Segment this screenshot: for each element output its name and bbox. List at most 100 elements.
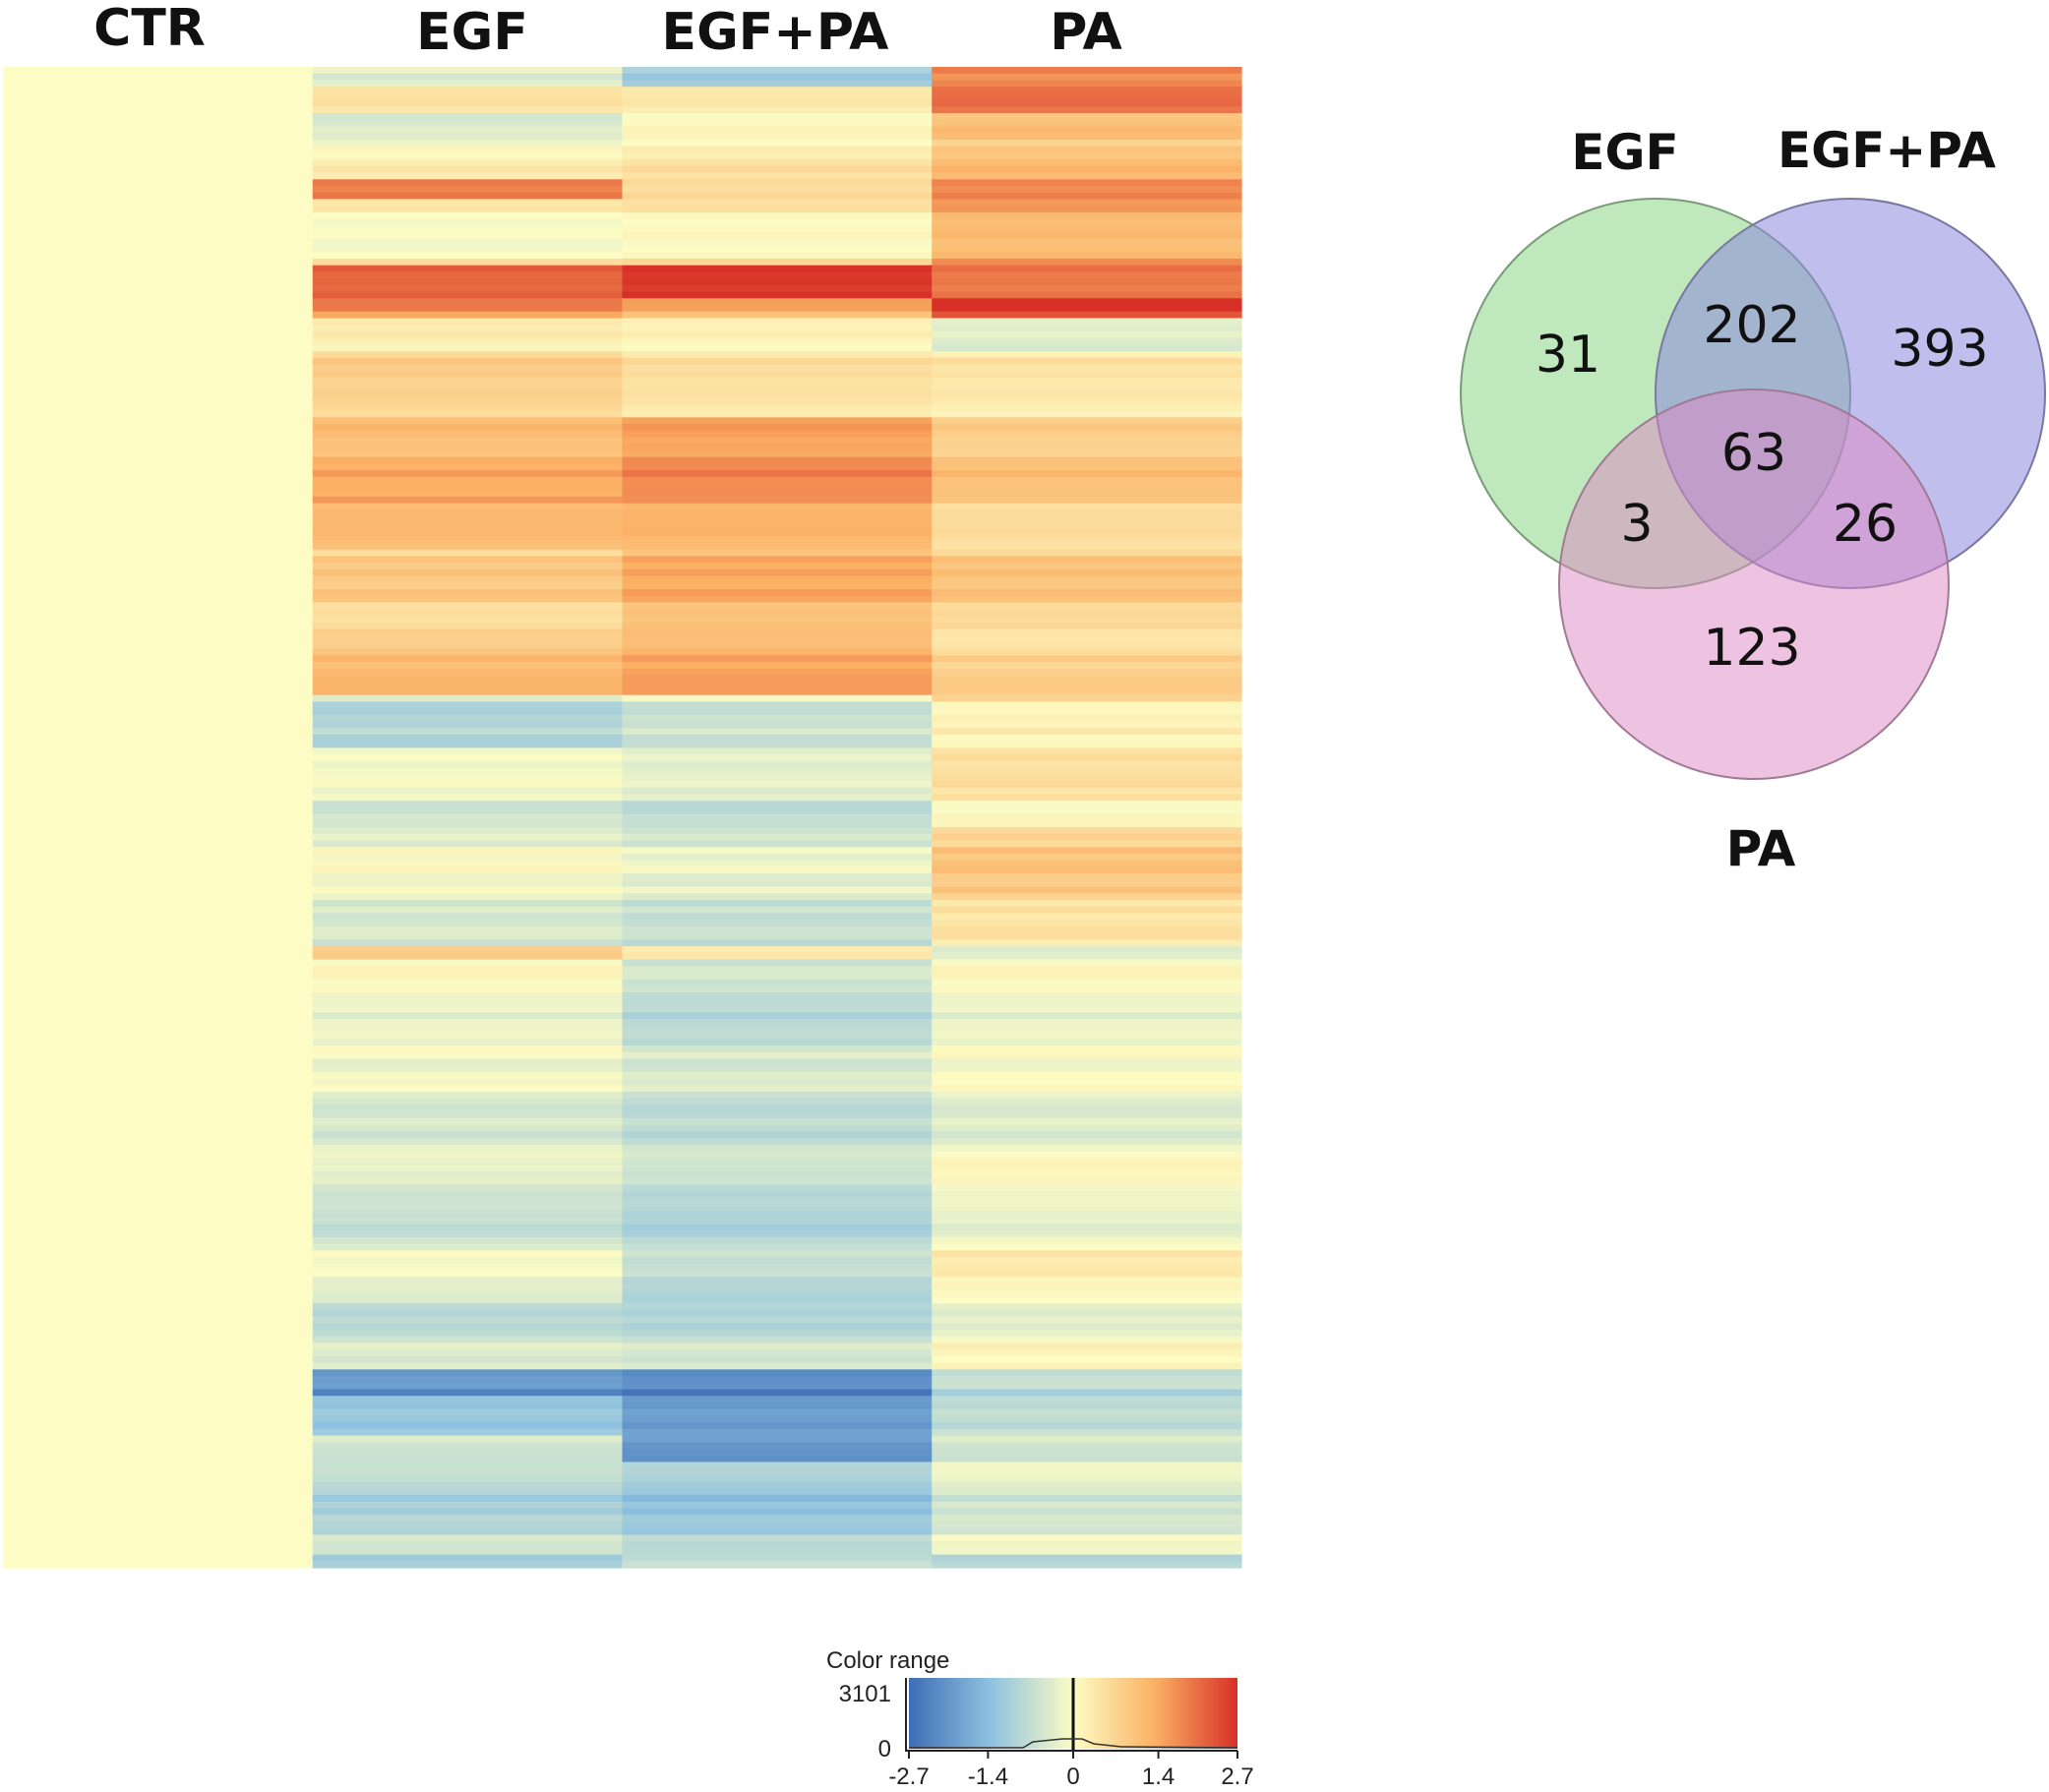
heatmap-cell	[3, 1415, 314, 1423]
heatmap-cell	[312, 694, 624, 702]
heatmap-cell	[932, 238, 1242, 247]
heatmap-cell	[622, 1501, 933, 1510]
heatmap-cell	[622, 1032, 933, 1040]
heatmap-cell	[312, 1396, 624, 1404]
heatmap-cell	[312, 476, 624, 485]
heatmap-cell	[3, 1091, 314, 1100]
heatmap-cell	[3, 986, 314, 993]
heatmap-cell	[932, 847, 1242, 855]
heatmap-cell	[932, 853, 1242, 862]
heatmap-cell	[3, 628, 314, 636]
heatmap-cell	[932, 1428, 1242, 1437]
heatmap-cell	[622, 1217, 933, 1225]
heatmap-cell	[312, 1283, 624, 1291]
heatmap-cell	[312, 1131, 624, 1139]
heatmap-cell	[622, 357, 933, 366]
column-label-egf-pa: EGF+PA	[662, 3, 889, 62]
heatmap-cell	[622, 622, 933, 630]
heatmap-cell	[3, 781, 314, 789]
heatmap-cell	[3, 1019, 314, 1027]
heatmap-cell	[622, 754, 933, 762]
heatmap-cell	[312, 787, 624, 796]
heatmap-cell	[622, 1309, 933, 1318]
heatmap-cell	[932, 172, 1242, 180]
heatmap-cell	[312, 879, 624, 888]
heatmap-cell	[312, 1170, 624, 1178]
heatmap-cell	[622, 760, 933, 769]
heatmap-cell	[3, 496, 314, 505]
heatmap-cell	[3, 483, 314, 491]
heatmap-cell	[312, 913, 624, 921]
heatmap-cell	[312, 1376, 624, 1384]
heatmap-cell	[622, 1402, 933, 1410]
heatmap-cell	[622, 966, 933, 974]
heatmap-cell	[312, 351, 624, 359]
heatmap-cell	[3, 1442, 314, 1450]
heatmap-cell	[312, 1164, 624, 1172]
heatmap-cell	[932, 1468, 1242, 1476]
heatmap-cell	[312, 522, 624, 531]
color-range-ticks: -2.7 -1.4 0 1.4 2.7	[888, 1751, 1254, 1790]
heatmap-cell	[312, 575, 624, 583]
heatmap-cell	[3, 1474, 314, 1483]
heatmap-cell	[932, 543, 1242, 551]
heatmap-cell	[312, 463, 624, 471]
heatmap-cell	[3, 218, 314, 226]
heatmap-cell	[622, 298, 933, 306]
heatmap-cell	[3, 932, 314, 940]
heatmap-cell	[312, 979, 624, 987]
heatmap-cell	[932, 1217, 1242, 1225]
heatmap-cell	[932, 1309, 1242, 1318]
heatmap-cell	[622, 701, 933, 709]
heatmap-cell	[312, 133, 624, 141]
heatmap-cell	[932, 1455, 1242, 1463]
heatmap-cell	[312, 311, 624, 320]
heatmap-cell	[312, 760, 624, 769]
heatmap-cell	[3, 1190, 314, 1199]
heatmap-cell	[932, 337, 1242, 345]
heatmap-cell	[3, 1289, 314, 1297]
heatmap-cell	[3, 364, 314, 372]
heatmap-cell	[932, 568, 1242, 577]
heatmap-cell	[312, 298, 624, 306]
heatmap-cell	[932, 734, 1242, 743]
heatmap-cell	[3, 820, 314, 828]
heatmap-cell	[932, 1045, 1242, 1053]
heatmap-cell	[932, 1442, 1242, 1450]
heatmap-cell	[312, 568, 624, 577]
heatmap-cell	[3, 767, 314, 775]
heatmap-cell	[932, 1138, 1242, 1146]
heatmap-cell	[3, 641, 314, 650]
heatmap-cell	[622, 734, 933, 743]
heatmap-cell	[3, 1508, 314, 1516]
heatmap-cell	[3, 1428, 314, 1437]
heatmap-cell	[3, 1045, 314, 1053]
heatmap-cell	[932, 357, 1242, 366]
heatmap-cell	[3, 73, 314, 82]
heatmap-cell	[932, 73, 1242, 82]
heatmap-cell	[932, 1039, 1242, 1046]
heatmap-cell	[932, 218, 1242, 226]
heatmap-cell	[3, 886, 314, 894]
heatmap-cell	[932, 609, 1242, 617]
heatmap-cell	[312, 73, 624, 82]
heatmap-cell	[3, 377, 314, 386]
venn-circle-pa	[1558, 388, 1950, 780]
heatmap-cell	[622, 906, 933, 915]
heatmap-cell	[622, 463, 933, 471]
heatmap-cell	[3, 522, 314, 531]
heatmap-cell	[3, 337, 314, 345]
heatmap-cell	[3, 1316, 314, 1324]
heatmap-cell	[622, 106, 933, 114]
heatmap-cell	[932, 675, 1242, 683]
heatmap-cell	[312, 1561, 624, 1569]
heatmap-cell	[622, 900, 933, 908]
heatmap-cell	[932, 1058, 1242, 1066]
heatmap-cell	[312, 1230, 624, 1238]
heatmap-cell	[622, 1164, 933, 1172]
heatmap-cell	[932, 330, 1242, 339]
heatmap-cell	[3, 827, 314, 835]
heatmap-cell	[932, 1515, 1242, 1523]
heatmap-cell	[622, 278, 933, 286]
